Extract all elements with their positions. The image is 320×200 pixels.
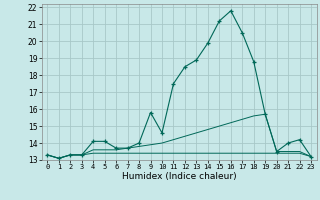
X-axis label: Humidex (Indice chaleur): Humidex (Indice chaleur) (122, 172, 236, 181)
